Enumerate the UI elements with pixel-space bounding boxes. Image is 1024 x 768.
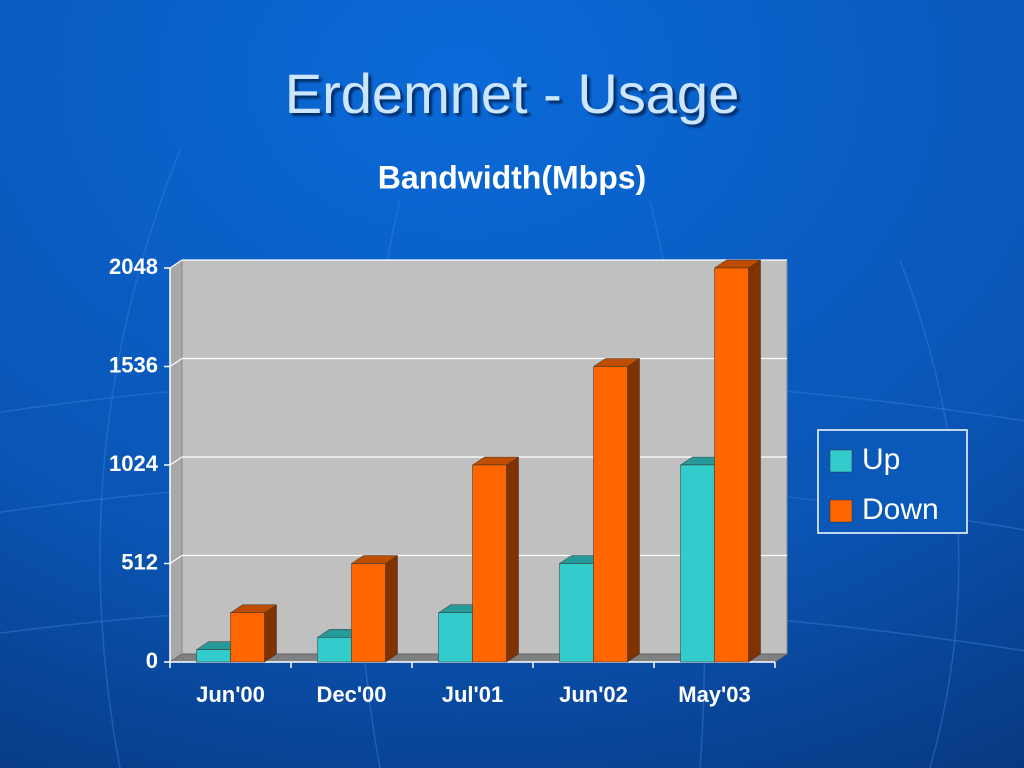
bar <box>680 464 715 663</box>
y-tick-label: 512 <box>121 549 158 574</box>
slide-title: Erdemnet - Usage <box>285 62 739 125</box>
bar <box>559 563 594 663</box>
grid-line-side <box>169 259 183 269</box>
legend-label: Up <box>862 443 900 476</box>
bar <box>351 563 386 663</box>
grid-line-side <box>169 555 183 564</box>
legend-label: Down <box>862 493 939 526</box>
grid-line-side <box>169 456 183 466</box>
y-tick-label: 0 <box>146 648 158 673</box>
legend-swatch <box>829 449 853 473</box>
bar <box>438 612 473 663</box>
x-tick-label: Jun'00 <box>196 682 265 707</box>
bar-side <box>627 358 640 663</box>
bar <box>196 649 231 663</box>
bar <box>593 366 628 663</box>
x-tick-label: Jul'01 <box>442 682 504 707</box>
x-tick-label: May'03 <box>678 682 751 707</box>
bar-side <box>385 555 398 663</box>
chart-subtitle: Bandwidth(Mbps) <box>378 159 646 195</box>
bar <box>317 637 352 663</box>
y-tick-label: 1536 <box>109 352 158 377</box>
y-tick-label: 2048 <box>109 254 158 279</box>
bar-side <box>748 259 761 663</box>
legend-swatch <box>829 499 853 523</box>
x-tick-label: Dec'00 <box>316 682 386 707</box>
grid-line-side <box>169 358 183 367</box>
bar-side <box>506 456 519 663</box>
y-tick-label: 1024 <box>109 451 159 476</box>
x-tick-label: Jun'02 <box>559 682 628 707</box>
bar <box>472 464 507 663</box>
bar <box>714 267 749 663</box>
legend-box <box>817 429 968 534</box>
bar <box>230 612 265 663</box>
bar-side <box>264 604 277 663</box>
